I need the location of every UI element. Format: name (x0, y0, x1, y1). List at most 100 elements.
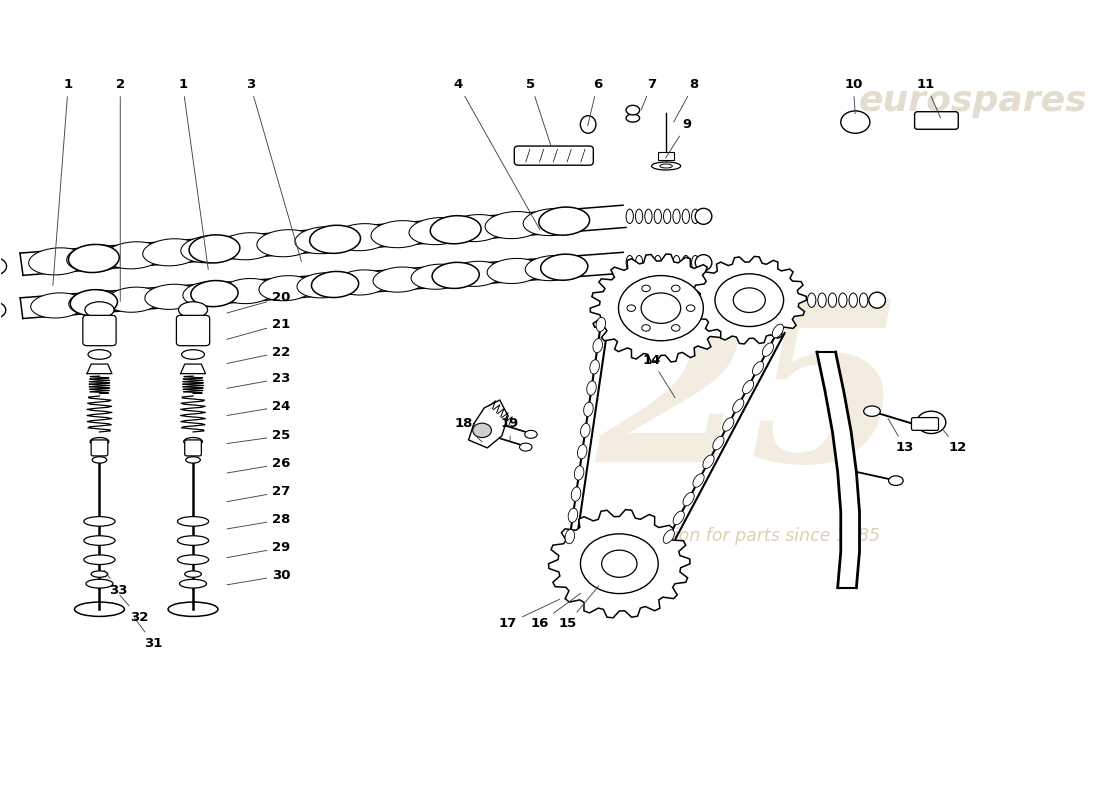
Ellipse shape (654, 209, 661, 223)
Ellipse shape (742, 380, 754, 394)
Text: 16: 16 (530, 594, 581, 630)
Ellipse shape (183, 282, 236, 306)
Ellipse shape (177, 517, 209, 526)
Text: 29: 29 (227, 542, 290, 558)
Ellipse shape (673, 209, 680, 223)
Polygon shape (20, 205, 626, 275)
Ellipse shape (733, 399, 744, 413)
Ellipse shape (525, 430, 537, 438)
Ellipse shape (645, 209, 652, 223)
Ellipse shape (88, 350, 111, 359)
Ellipse shape (581, 423, 590, 438)
Ellipse shape (581, 116, 596, 134)
Ellipse shape (189, 235, 240, 263)
Ellipse shape (182, 350, 205, 359)
Ellipse shape (626, 106, 639, 115)
Ellipse shape (178, 302, 208, 318)
Ellipse shape (70, 290, 118, 316)
Ellipse shape (191, 281, 238, 306)
Text: 22: 22 (227, 346, 290, 363)
Text: 12: 12 (944, 430, 967, 454)
Ellipse shape (177, 536, 209, 546)
Ellipse shape (692, 209, 698, 223)
Ellipse shape (257, 230, 315, 257)
Ellipse shape (104, 242, 163, 269)
Ellipse shape (524, 209, 581, 236)
Ellipse shape (85, 302, 114, 318)
Ellipse shape (818, 293, 826, 307)
Ellipse shape (663, 255, 671, 270)
Text: 21: 21 (227, 318, 290, 339)
Ellipse shape (660, 164, 672, 168)
Text: 27: 27 (227, 486, 290, 502)
Ellipse shape (177, 555, 209, 565)
Circle shape (473, 423, 492, 438)
Ellipse shape (84, 536, 116, 546)
FancyBboxPatch shape (185, 440, 201, 456)
Text: 32: 32 (120, 595, 148, 624)
Ellipse shape (590, 360, 600, 374)
Text: 31: 31 (134, 618, 163, 650)
Ellipse shape (219, 233, 277, 260)
Ellipse shape (409, 218, 468, 245)
Ellipse shape (221, 278, 275, 304)
Ellipse shape (311, 271, 359, 298)
Ellipse shape (889, 476, 903, 486)
Circle shape (734, 288, 766, 313)
Ellipse shape (539, 207, 590, 235)
Polygon shape (549, 510, 690, 618)
Circle shape (671, 285, 680, 292)
Ellipse shape (184, 438, 202, 446)
Circle shape (840, 111, 870, 134)
Text: 9: 9 (666, 118, 692, 158)
Circle shape (641, 293, 681, 323)
Ellipse shape (371, 221, 429, 248)
Ellipse shape (838, 293, 847, 307)
Ellipse shape (723, 418, 734, 431)
Ellipse shape (673, 511, 684, 525)
Text: 33: 33 (104, 570, 128, 597)
Text: 20: 20 (227, 291, 290, 313)
Text: eurospares: eurospares (858, 83, 1087, 118)
FancyBboxPatch shape (912, 418, 938, 430)
Text: 10: 10 (844, 78, 862, 114)
Ellipse shape (487, 258, 541, 283)
Ellipse shape (578, 445, 587, 459)
Ellipse shape (432, 262, 480, 289)
Ellipse shape (91, 571, 108, 578)
Ellipse shape (626, 114, 639, 122)
Polygon shape (692, 257, 806, 344)
Text: a passion for parts since 1985: a passion for parts since 1985 (618, 526, 880, 545)
Circle shape (581, 534, 658, 594)
Ellipse shape (859, 293, 868, 307)
Circle shape (671, 325, 680, 331)
Ellipse shape (143, 238, 201, 266)
Ellipse shape (107, 287, 161, 312)
Ellipse shape (92, 457, 107, 463)
Ellipse shape (663, 209, 671, 223)
Ellipse shape (565, 530, 574, 544)
Ellipse shape (584, 402, 593, 417)
Text: 25: 25 (595, 292, 904, 508)
Ellipse shape (485, 211, 543, 238)
Ellipse shape (636, 209, 642, 223)
Polygon shape (180, 364, 206, 374)
Text: 8: 8 (673, 78, 698, 122)
Ellipse shape (0, 258, 7, 274)
Circle shape (602, 550, 637, 578)
Ellipse shape (682, 209, 690, 223)
Text: 19: 19 (500, 418, 519, 441)
Ellipse shape (596, 318, 606, 332)
Text: 25: 25 (227, 430, 290, 443)
FancyBboxPatch shape (82, 315, 117, 346)
Ellipse shape (693, 474, 704, 487)
Bar (658, 153, 674, 161)
Ellipse shape (695, 208, 712, 224)
FancyBboxPatch shape (91, 440, 108, 456)
Text: 11: 11 (917, 78, 940, 118)
Text: 3: 3 (245, 78, 301, 262)
Ellipse shape (692, 255, 698, 270)
Ellipse shape (86, 579, 113, 588)
FancyBboxPatch shape (914, 112, 958, 130)
Ellipse shape (180, 236, 239, 263)
